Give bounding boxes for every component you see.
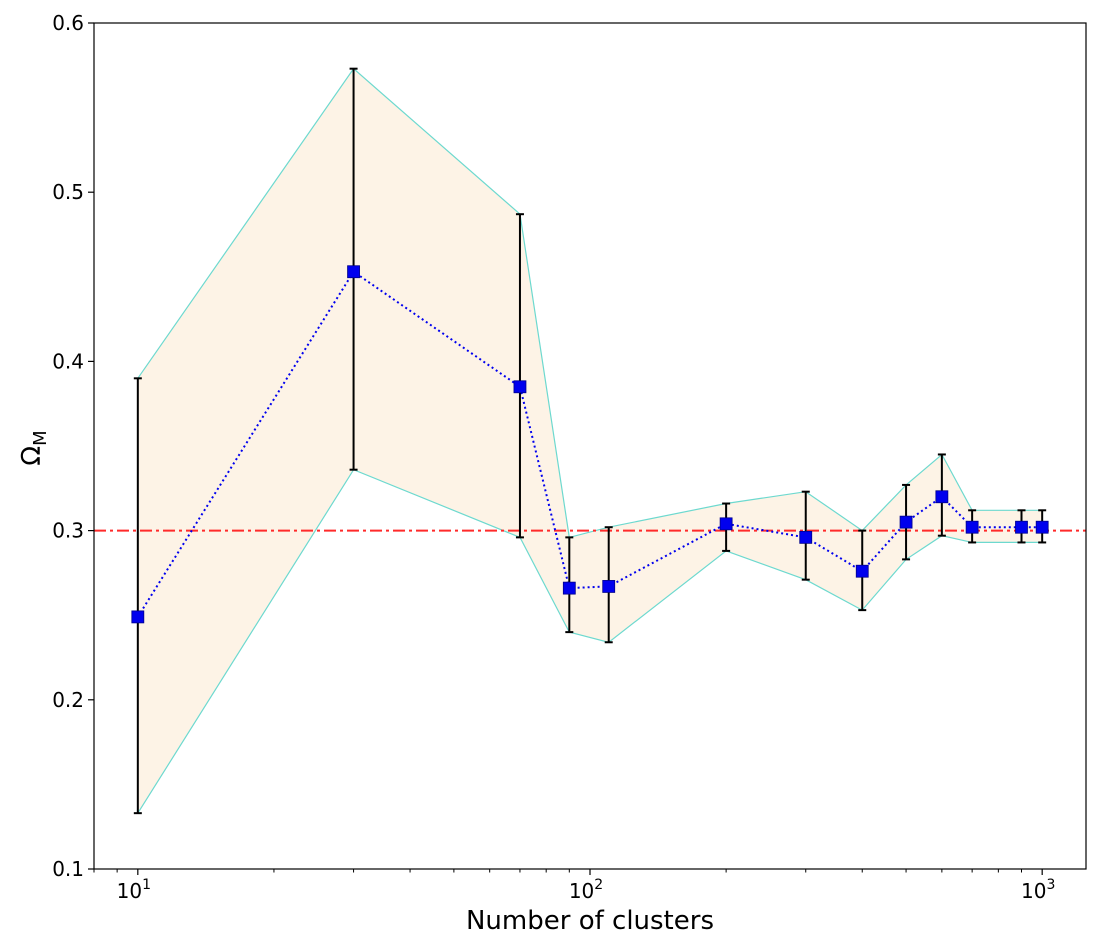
data-point — [1015, 520, 1028, 534]
confidence-band — [137, 68, 1043, 814]
data-point — [799, 530, 813, 544]
errorbar — [133, 377, 142, 815]
data-point — [935, 490, 949, 504]
y-axis-label-subscript: M — [30, 430, 51, 446]
x-axis-label: Number of clusters — [466, 906, 714, 936]
y-tick-label: 0.4 — [52, 349, 84, 373]
data-point — [513, 380, 527, 394]
y-tick-label: 0.6 — [52, 11, 84, 35]
x-tick-label: 102 — [569, 877, 603, 903]
data-point — [1035, 520, 1049, 534]
y-tick-label: 0.1 — [52, 857, 84, 881]
data-point — [965, 520, 979, 534]
x-tick-label: 101 — [117, 877, 151, 903]
data-point — [719, 517, 733, 531]
y-axis-label-symbol: Ω — [17, 446, 47, 466]
y-tick-label: 0.2 — [52, 688, 84, 712]
axes-layer: 0.1 0.2 0.3 0.4 0.5 0.6 101 102 103 — [52, 11, 1087, 903]
data-point — [855, 564, 869, 578]
x-tick-label: 103 — [1021, 877, 1055, 903]
data-point — [899, 515, 913, 529]
data-point — [602, 580, 616, 593]
confidence-band-layer — [137, 67, 1043, 814]
y-axis-label: ΩM — [17, 430, 51, 465]
data-point — [131, 610, 145, 624]
marker-layer — [131, 265, 1049, 624]
y-tick-label: 0.3 — [52, 519, 84, 543]
y-tick-label: 0.5 — [52, 180, 84, 204]
data-point — [562, 581, 576, 595]
errorbar — [515, 213, 524, 539]
data-point — [347, 265, 360, 279]
